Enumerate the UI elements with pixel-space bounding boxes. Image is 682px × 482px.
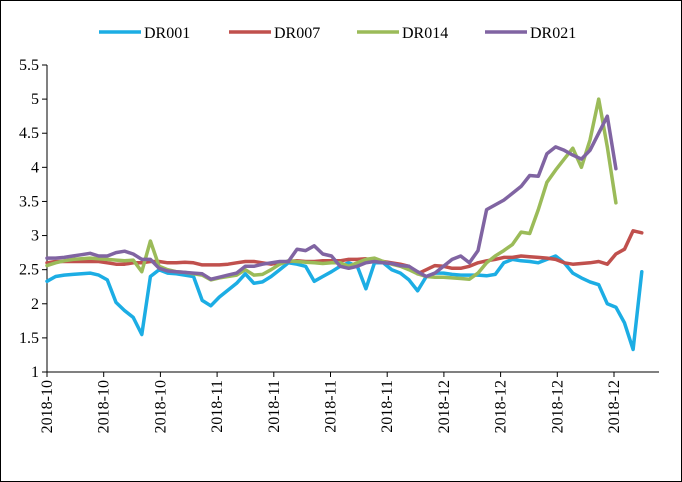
series-line-dr014 <box>45 97 618 282</box>
x-tick-label: 2018-11 <box>266 380 283 433</box>
series-line-dr001 <box>45 254 644 352</box>
x-tick-label: 2018-11 <box>209 380 226 433</box>
y-tick-label: 2 <box>31 296 39 313</box>
x-axis: 2018-10 2018-10 2018-10 2018-11 2018-11 2018-… <box>39 371 659 433</box>
y-tick-label: 3 <box>31 228 39 245</box>
x-tick-label: 2018-10 <box>39 380 56 433</box>
y-tick-label: 5 <box>31 91 39 108</box>
x-tick-label: 2018-12 <box>549 380 566 433</box>
y-tick-label: 5.5 <box>19 57 39 74</box>
series-line-dr021 <box>45 114 618 281</box>
y-tick-label: 4 <box>31 159 39 176</box>
x-tick-label: 2018-10 <box>152 380 169 433</box>
x-tick-label: 2018-12 <box>493 380 510 433</box>
legend: DR001 DR007 DR014 DR021 <box>99 25 576 42</box>
legend-label-dr021: DR021 <box>530 25 576 42</box>
x-tick-label: 2018-12 <box>436 380 453 433</box>
legend-label-dr001: DR001 <box>144 25 190 42</box>
legend-label-dr007: DR007 <box>274 25 320 42</box>
legend-label-dr014: DR014 <box>402 25 448 42</box>
x-tick-label: 2018-11 <box>379 380 396 433</box>
series-group <box>45 97 644 352</box>
y-tick-label: 1 <box>31 364 39 381</box>
x-tick-label: 2018-10 <box>96 380 113 433</box>
x-tick-label: 2018-12 <box>606 380 623 433</box>
y-tick-label: 1.5 <box>19 330 39 347</box>
y-tick-label: 2.5 <box>19 262 39 279</box>
y-tick-label: 3.5 <box>19 193 39 210</box>
y-axis: 1 1.5 2 2.5 3 3.5 4 4.5 5 5.5 <box>19 57 48 381</box>
y-tick-label: 4.5 <box>19 125 39 142</box>
x-tick-label: 2018-11 <box>323 380 340 433</box>
